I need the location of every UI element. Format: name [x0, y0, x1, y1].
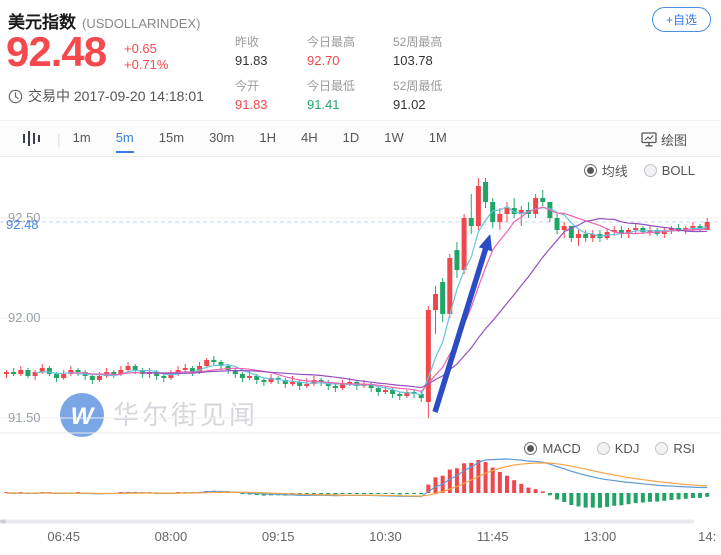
- last-price-axis-label: 92.48: [6, 217, 39, 232]
- x-axis-label: 08:00: [155, 529, 188, 544]
- y-axis-label: 91.50: [8, 410, 41, 425]
- radio-label: KDJ: [614, 441, 640, 456]
- trading-status: 交易中 2017-09-20 14:18:01: [8, 86, 204, 106]
- stat-label: 今开: [235, 79, 260, 93]
- radio-icon: [655, 442, 669, 455]
- status-label: 交易中: [28, 88, 70, 104]
- stat-label: 52周最高: [393, 35, 443, 49]
- x-axis-label: 06:45: [47, 529, 80, 544]
- timeframe-1H[interactable]: 1H: [259, 126, 276, 151]
- stat-value: 103.78: [393, 53, 433, 68]
- toolbar-divider: |: [57, 130, 61, 147]
- timeframe-5m[interactable]: 5m: [115, 126, 134, 153]
- watermark-logo: [60, 393, 104, 437]
- ticker-symbol: (USDOLLARINDEX): [82, 16, 201, 31]
- radio-label: 均线: [601, 164, 628, 179]
- overlay-indicator-selector: 均线 BOLL: [568, 161, 695, 180]
- stat-label: 今日最低: [307, 79, 356, 93]
- draw-tools-button[interactable]: 绘图: [635, 129, 693, 150]
- radio-label: MACD: [542, 441, 581, 456]
- stat-value: 92.70: [307, 53, 340, 68]
- stat-2: 52周最高 103.78: [393, 33, 442, 68]
- y-axis-label: 92.50: [8, 210, 41, 225]
- radio-icon: [643, 164, 657, 177]
- radio-icon: [596, 442, 610, 455]
- quote-timestamp: 2017-09-20 14:18:01: [73, 88, 204, 104]
- candlestick-series: [4, 178, 710, 418]
- drawing-board-icon: [641, 132, 657, 147]
- radio-label: BOLL: [661, 163, 695, 178]
- indicator-option-KDJ[interactable]: KDJ: [596, 441, 640, 456]
- stat-value: 91.02: [393, 97, 426, 112]
- x-axis-label: 14:: [698, 529, 716, 544]
- page-title: 美元指数: [8, 13, 76, 32]
- timeframe-1W[interactable]: 1W: [384, 126, 404, 151]
- timeframe-1D[interactable]: 1D: [343, 126, 360, 151]
- timeframe-1M[interactable]: 1M: [429, 126, 447, 151]
- chart-scrollbar[interactable]: [0, 519, 694, 524]
- change-value: +0.65: [124, 41, 157, 56]
- lower-indicator-selector: MACD KDJ RSI: [508, 441, 695, 456]
- stat-value: 91.83: [235, 97, 268, 112]
- stat-label: 52周最低: [393, 79, 443, 93]
- x-axis-label: 10:30: [369, 529, 402, 544]
- stat-1: 今日最高 92.70: [307, 33, 393, 68]
- stat-4: 今日最低 91.41: [307, 77, 393, 112]
- chart-scrollbar-thumb[interactable]: [0, 519, 6, 524]
- stat-value: 91.83: [235, 53, 268, 68]
- candlestick-chart-icon[interactable]: [22, 130, 41, 147]
- chart-toolbar: | 1m 5m 15m 30m 1H 4H 1D 1W 1M 绘图: [0, 120, 721, 157]
- macd-dea-line: [6, 462, 708, 497]
- radio-label: RSI: [673, 441, 695, 456]
- ma-line-MA20: [142, 217, 708, 389]
- radio-icon: [524, 442, 538, 455]
- y-axis-label: 92.00: [8, 310, 41, 325]
- title-row: 美元指数 (USDOLLARINDEX): [8, 8, 200, 33]
- trend-arrow-head: [478, 234, 493, 252]
- price-change: +0.65 +0.71%: [124, 41, 168, 73]
- x-axis-label: 09:15: [262, 529, 295, 544]
- draw-tools-label: 绘图: [660, 133, 687, 148]
- watermark-w: W: [71, 403, 96, 430]
- timeframe-4H[interactable]: 4H: [301, 126, 318, 151]
- overlay-option-BOLL[interactable]: BOLL: [643, 163, 695, 178]
- quote-header: 美元指数 (USDOLLARINDEX) +自选 92.48 +0.65 +0.…: [0, 0, 721, 120]
- last-price: 92.48: [6, 28, 107, 75]
- stat-value: 91.41: [307, 97, 340, 112]
- stat-3: 今开 91.83: [235, 77, 307, 112]
- watermark-text: 华尔街见闻: [113, 400, 258, 430]
- timeframe-1m[interactable]: 1m: [73, 126, 91, 151]
- indicator-option-MACD[interactable]: MACD: [524, 441, 581, 456]
- timeframe-15m[interactable]: 15m: [159, 126, 184, 151]
- stat-0: 昨收 91.83: [235, 33, 307, 68]
- add-watchlist-button[interactable]: +自选: [651, 7, 711, 32]
- stat-label: 昨收: [235, 35, 260, 49]
- indicator-option-RSI[interactable]: RSI: [655, 441, 695, 456]
- change-percent: +0.71%: [124, 57, 169, 72]
- macd-dif-line: [6, 458, 708, 498]
- timeframe-list: 1m 5m 15m 30m 1H 4H 1D 1W 1M: [73, 126, 472, 153]
- clock-icon: [8, 89, 23, 103]
- stat-5: 52周最低 91.02: [393, 77, 442, 112]
- macd-histogram: [4, 460, 710, 508]
- x-axis-label: 13:00: [584, 529, 617, 544]
- quote-stats: 昨收 91.83 今日最高 92.70 52周最高 103.78 今开 91.83 今日最低 91…: [235, 33, 442, 112]
- ma-line-MA10: [70, 206, 708, 393]
- overlay-option-均线[interactable]: 均线: [583, 161, 628, 180]
- x-axis-label: 11:45: [477, 529, 509, 544]
- radio-icon: [583, 164, 597, 177]
- stat-label: 今日最高: [307, 35, 356, 49]
- trend-arrow-annotation: [432, 244, 490, 413]
- timeframe-30m[interactable]: 30m: [209, 126, 234, 151]
